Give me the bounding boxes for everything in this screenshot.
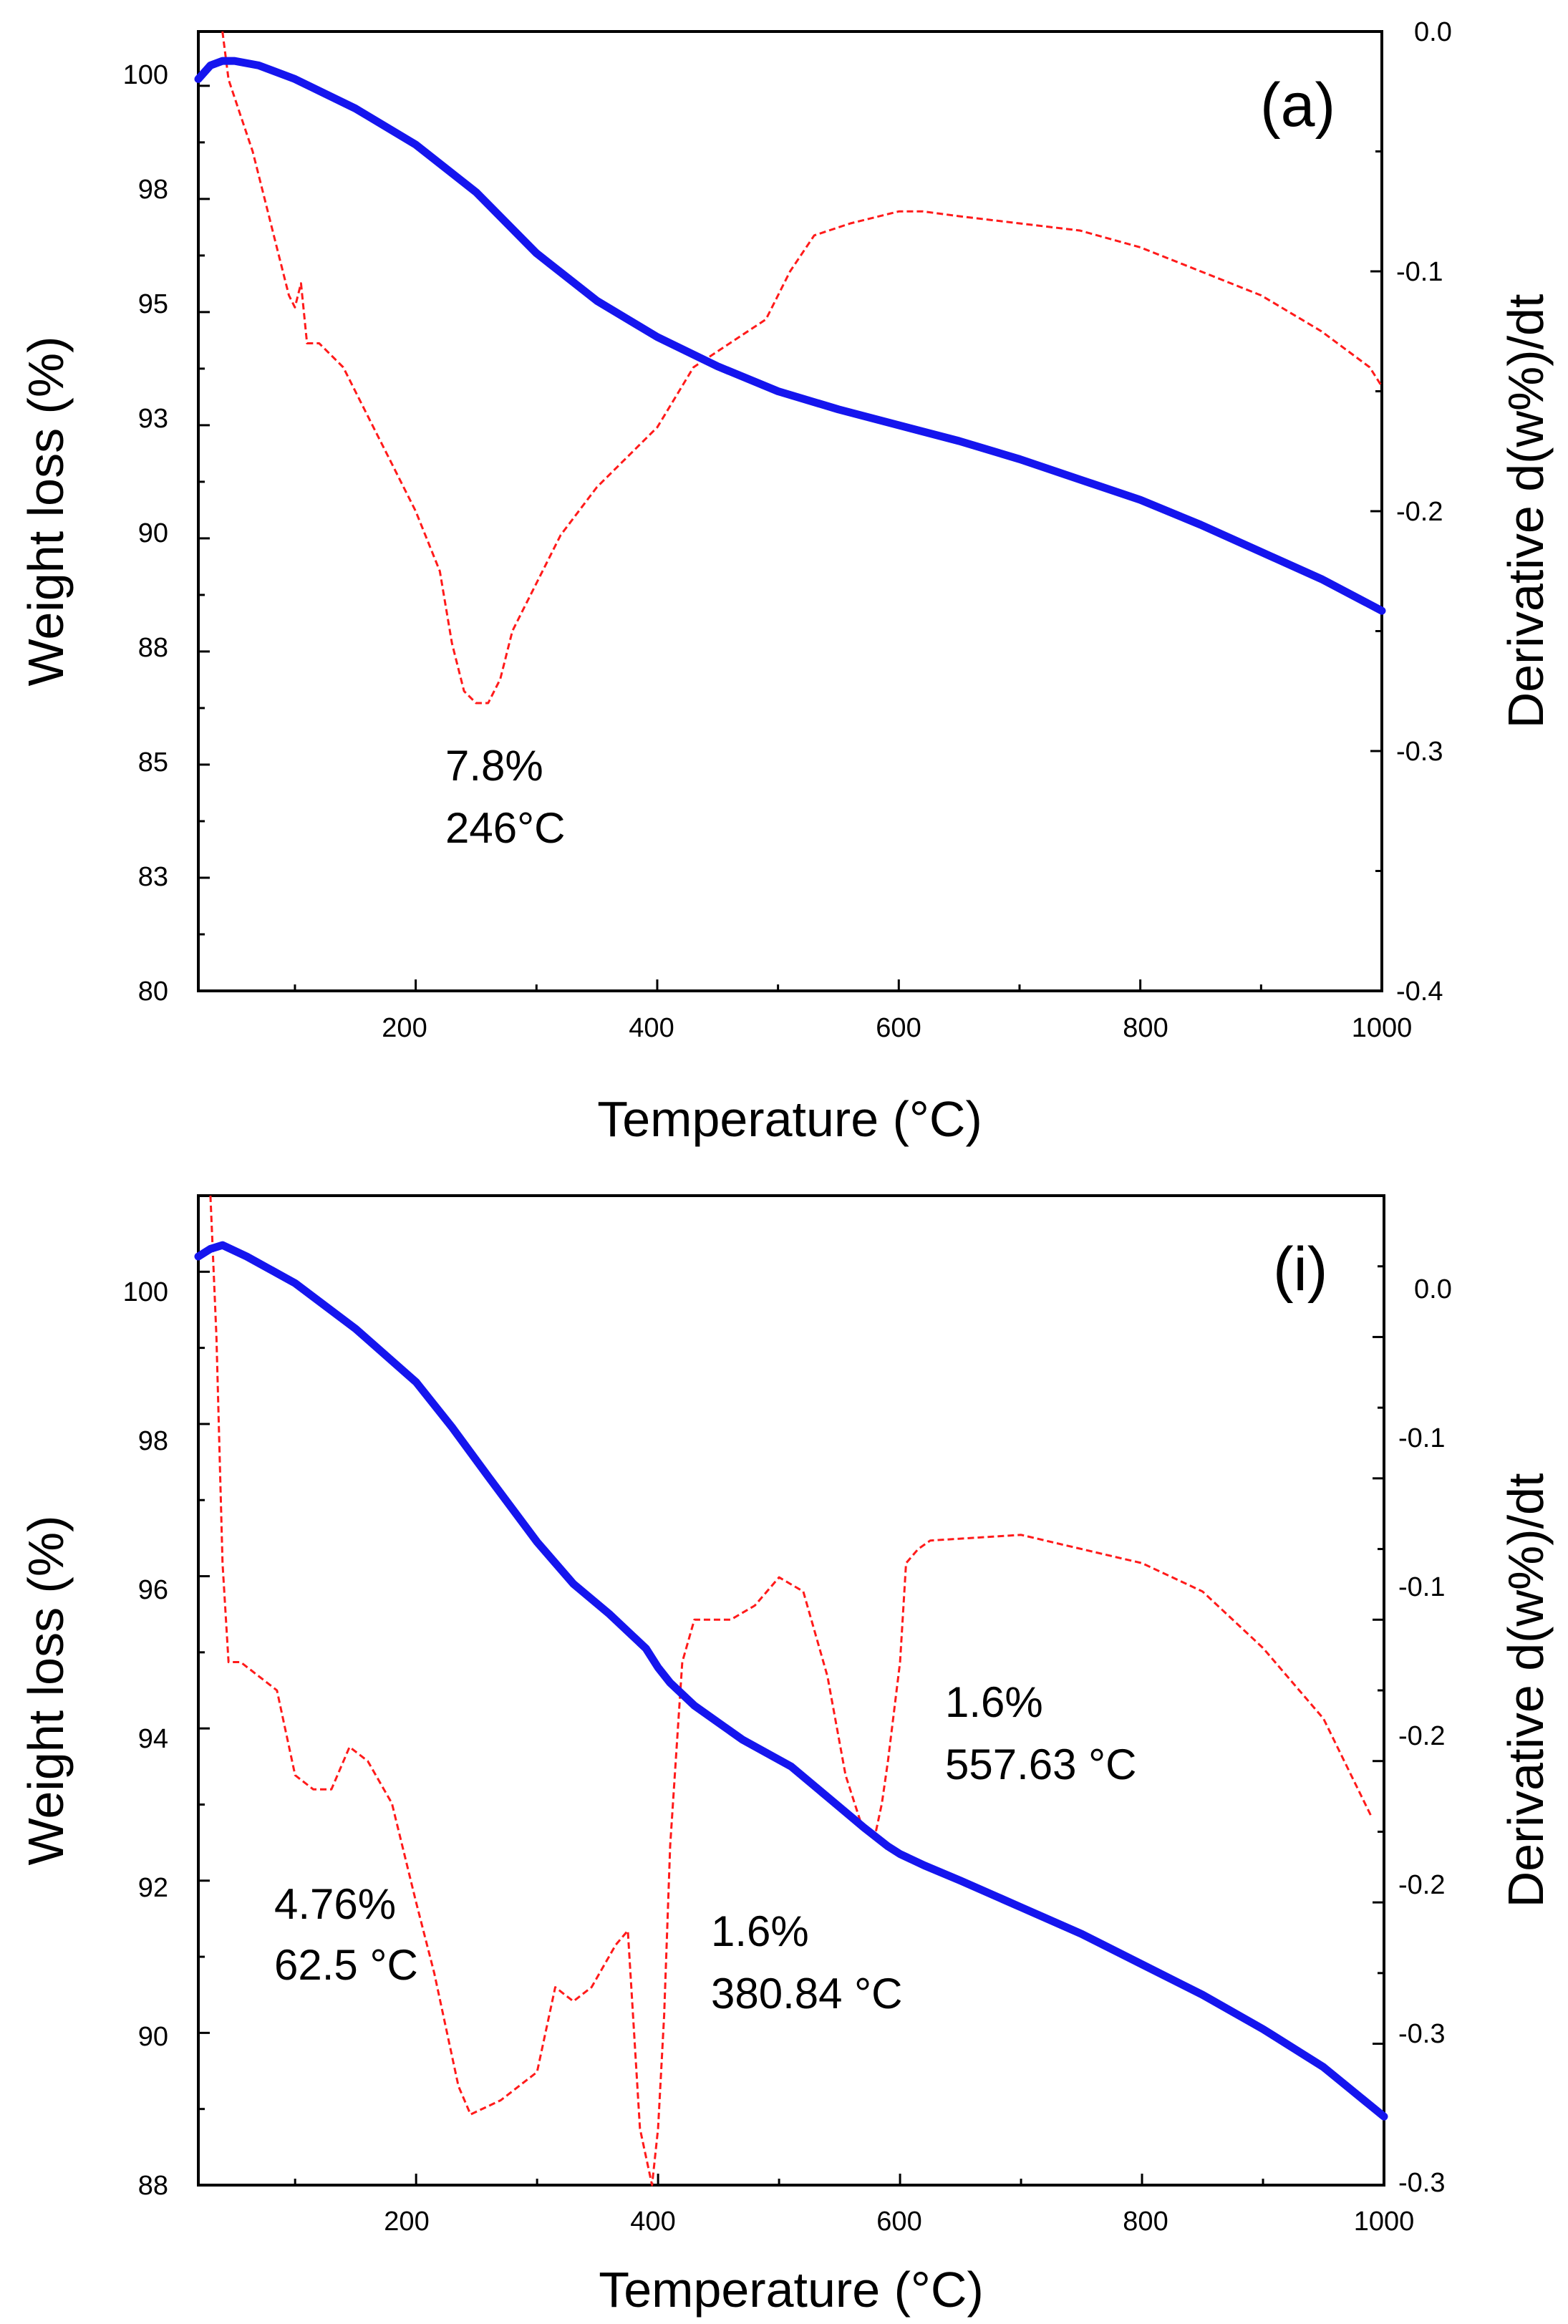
y-tick-label: 98	[138, 175, 168, 205]
y2-tick-label: 0.0	[1414, 17, 1452, 47]
x-tick-label: 400	[629, 1013, 674, 1043]
panel-a-frame	[197, 30, 1383, 992]
panel-i-label: (i)	[1273, 1235, 1327, 1304]
panel-i: 200 400 600 800 1000 88 90 92 94 96 98 1…	[18, 1194, 1554, 2318]
y2-tick-label: -0.2	[1398, 1870, 1445, 1900]
panel-a-y-axis-label: Weight loss (%)	[18, 337, 74, 687]
panel-a-y-tick-labels: 80 83 85 88 90 93 95 98 100	[123, 60, 168, 1007]
panel-i-x-tick-labels: 200 400 600 800 1000	[384, 2207, 1414, 2237]
x-tick-label: 400	[630, 2207, 675, 2237]
panel-a-ticks	[198, 30, 1383, 992]
y2-tick-label: -0.3	[1396, 737, 1443, 767]
x-tick-label: 800	[1123, 2207, 1168, 2237]
y-tick-label: 100	[123, 1277, 168, 1307]
y-tick-label: 85	[138, 747, 168, 778]
y2-tick-label: -0.1	[1398, 1572, 1445, 1602]
y2-tick-label: 0.0	[1414, 1274, 1452, 1304]
y-tick-label: 88	[138, 2171, 168, 2201]
panel-a: 200 400 600 800 1000 80 83 85 88 90 93 9…	[18, 17, 1554, 1147]
y2-tick-label: -0.2	[1398, 1721, 1445, 1751]
panel-a-y2-tick-labels: 0.0 -0.1 -0.2 -0.3 -0.4	[1396, 17, 1452, 1007]
y2-tick-label: -0.1	[1398, 1423, 1445, 1453]
y2-tick-label: -0.2	[1396, 497, 1443, 527]
weight-loss-series-line	[194, 57, 1386, 615]
x-tick-label: 600	[876, 1013, 921, 1043]
panel-a-x-tick-labels: 200 400 600 800 1000	[382, 1013, 1412, 1043]
panel-a-x-axis-label: Temperature (°C)	[597, 1091, 982, 1147]
panel-i-ticks	[198, 1194, 1385, 2187]
x-tick-label: 200	[384, 2207, 429, 2237]
y2-tick-label: -0.4	[1396, 977, 1443, 1007]
x-tick-label: 800	[1123, 1013, 1168, 1043]
panel-i-y-tick-labels: 88 90 92 94 96 98 100	[123, 1277, 168, 2201]
panel-a-y2-axis-label: Derivative d(w%)/dt	[1498, 294, 1554, 729]
y-tick-label: 95	[138, 289, 168, 319]
y-tick-label: 88	[138, 633, 168, 663]
derivative-series-line	[209, 1195, 1373, 2187]
x-tick-label: 600	[876, 2207, 921, 2237]
weight-loss-series-line	[194, 1241, 1388, 2121]
y-tick-label: 90	[138, 518, 168, 548]
annotation-i-percent-1: 4.76%	[274, 1880, 396, 1928]
y-tick-label: 92	[138, 1873, 168, 1903]
panel-i-y2-tick-labels: 0.0 -0.1 -0.1 -0.2 -0.2 -0.3 -0.3	[1398, 1274, 1452, 2198]
derivative-series-line	[221, 31, 1383, 705]
annotation-i-temperature-3: 557.63 °C	[945, 1740, 1137, 1788]
x-tick-label: 200	[382, 1013, 427, 1043]
y-tick-label: 94	[138, 1724, 168, 1754]
y-tick-label: 83	[138, 862, 168, 892]
y-tick-label: 96	[138, 1575, 168, 1605]
y-tick-label: 93	[138, 404, 168, 434]
y-tick-label: 90	[138, 2022, 168, 2052]
panel-i-x-axis-label: Temperature (°C)	[599, 2262, 984, 2318]
panel-a-label: (a)	[1260, 71, 1335, 140]
y-tick-label: 100	[123, 60, 168, 90]
y2-tick-label: -0.3	[1398, 2168, 1445, 2198]
annotation-i-temperature-2: 380.84 °C	[711, 1970, 903, 2018]
annotation-i-temperature-1: 62.5 °C	[274, 1941, 418, 1989]
y2-tick-label: -0.3	[1398, 2019, 1445, 2049]
annotation-i-percent-3: 1.6%	[945, 1678, 1043, 1726]
panel-i-y2-axis-label: Derivative d(w%)/dt	[1498, 1473, 1554, 1908]
annotation-i-percent-2: 1.6%	[711, 1907, 809, 1955]
x-tick-label: 1000	[1352, 1013, 1413, 1043]
y2-tick-label: -0.1	[1396, 257, 1443, 287]
panel-i-y-axis-label: Weight loss (%)	[18, 1516, 74, 1866]
annotation-a-temperature: 246°C	[445, 804, 565, 852]
x-tick-label: 1000	[1354, 2207, 1415, 2237]
panel-a-series	[194, 31, 1386, 705]
y-tick-label: 80	[138, 977, 168, 1007]
y-tick-label: 98	[138, 1426, 168, 1456]
panel-i-series	[194, 1195, 1388, 2187]
annotation-a-percent: 7.8%	[445, 742, 543, 790]
